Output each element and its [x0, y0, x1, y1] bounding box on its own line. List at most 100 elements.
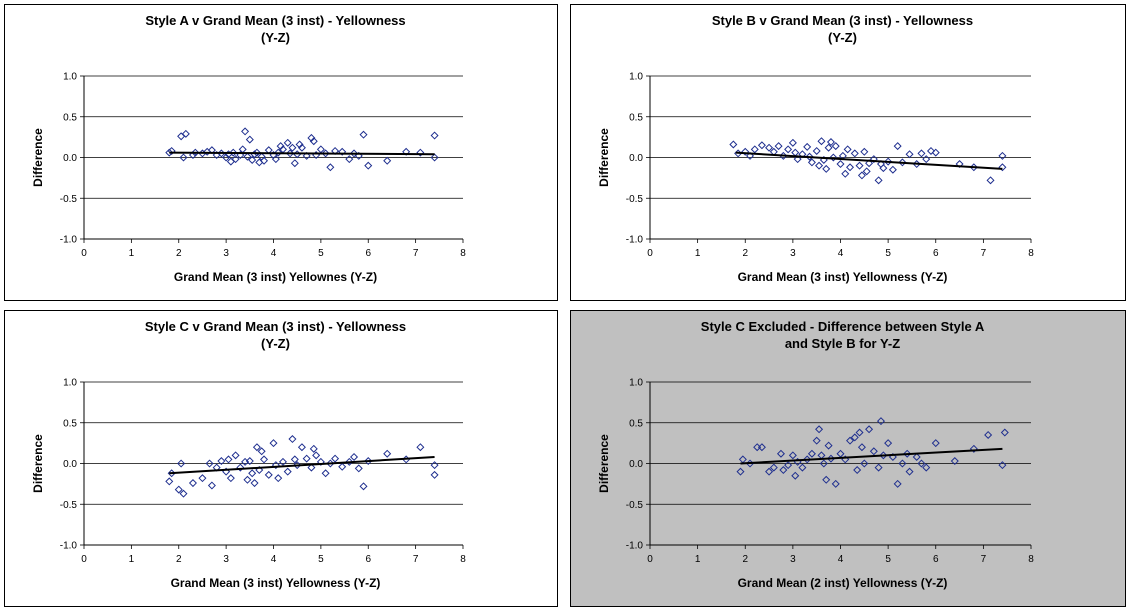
data-point [917, 149, 926, 158]
x-tick-label: 7 [981, 554, 987, 565]
data-point [791, 148, 800, 157]
data-point [309, 137, 318, 146]
data-point [757, 141, 766, 150]
data-point [338, 147, 347, 156]
data-point [750, 145, 759, 154]
data-point [917, 459, 926, 468]
data-point [753, 443, 762, 452]
data-point [250, 479, 259, 488]
data-point [807, 158, 816, 167]
data-point [817, 451, 826, 460]
x-tick-label: 1 [695, 554, 701, 565]
data-point [779, 466, 788, 475]
data-point [893, 142, 902, 151]
data-point [822, 475, 831, 484]
y-axis-label: Difference [597, 434, 611, 493]
data-point [430, 470, 439, 479]
data-point [788, 451, 797, 460]
data-point [850, 149, 859, 158]
data-point [402, 147, 411, 156]
chart-title: (Y-Z) [261, 336, 290, 351]
x-tick-label: 7 [413, 554, 419, 565]
chart-svg: Style B v Grand Mean (3 inst) - Yellowne… [597, 13, 1034, 284]
data-point [888, 165, 897, 174]
data-point [931, 148, 940, 157]
data-point [174, 485, 183, 494]
data-point [283, 467, 292, 476]
data-point [865, 425, 874, 434]
data-point [217, 457, 226, 466]
data-point [807, 449, 816, 458]
x-tick-label: 3 [223, 248, 229, 259]
data-point [869, 447, 878, 456]
y-tick-label: 1.0 [629, 378, 643, 389]
data-point [302, 454, 311, 463]
data-point [898, 459, 907, 468]
y-tick-label: -1.0 [60, 541, 78, 552]
data-point [430, 153, 439, 162]
data-point [205, 459, 214, 468]
data-point [853, 466, 862, 475]
y-tick-label: -0.5 [626, 194, 644, 205]
chart-title: Style C Excluded - Difference between St… [701, 319, 985, 334]
data-point [950, 457, 959, 466]
x-tick-label: 5 [318, 554, 324, 565]
x-axis-label: Grand Mean (3 inst) Yellowness (Y-Z) [171, 576, 381, 590]
data-point [338, 462, 347, 471]
data-point [869, 155, 878, 164]
chart-svg: Style C v Grand Mean (3 inst) - Yellowne… [31, 319, 466, 590]
data-point [879, 451, 888, 460]
data-point [850, 433, 859, 442]
data-point [736, 467, 745, 476]
data-point [879, 164, 888, 173]
chart-panel-style-b: Style B v Grand Mean (3 inst) - Yellowne… [570, 4, 1126, 301]
data-point [757, 443, 766, 452]
data-point [316, 145, 325, 154]
data-point [815, 161, 824, 170]
chart-title: Style C v Grand Mean (3 inst) - Yellowne… [145, 319, 406, 334]
data-point [243, 152, 252, 161]
data-point [191, 148, 200, 157]
data-point [922, 155, 931, 164]
data-point [903, 449, 912, 458]
x-tick-label: 4 [838, 554, 844, 565]
data-point [245, 457, 254, 466]
data-point [359, 130, 368, 139]
x-tick-label: 8 [1028, 554, 1034, 565]
data-point [165, 148, 174, 157]
y-axis-label: Difference [31, 128, 45, 187]
data-point [297, 443, 306, 452]
data-point [865, 159, 874, 168]
data-point [364, 161, 373, 170]
data-point [312, 451, 321, 460]
x-tick-label: 8 [460, 554, 466, 565]
data-point [793, 155, 802, 164]
data-point [278, 457, 287, 466]
y-tick-label: -1.0 [60, 235, 78, 246]
data-point [430, 131, 439, 140]
data-point [248, 155, 257, 164]
data-point [824, 143, 833, 152]
data-point [260, 455, 269, 464]
x-tick-label: 2 [176, 248, 182, 259]
data-point [307, 133, 316, 142]
data-point [812, 436, 821, 445]
x-tick-label: 5 [885, 248, 891, 259]
data-point [846, 436, 855, 445]
data-point [188, 479, 197, 488]
data-point [248, 469, 257, 478]
trendline [169, 151, 435, 156]
data-point [831, 142, 840, 151]
data-point [746, 151, 755, 160]
data-point [181, 129, 190, 138]
data-point [188, 151, 197, 160]
data-point [167, 146, 176, 155]
data-point [383, 156, 392, 165]
data-point [931, 439, 940, 448]
data-point [290, 455, 299, 464]
data-point [817, 137, 826, 146]
data-point [829, 153, 838, 162]
data-point [177, 132, 186, 141]
data-point [955, 160, 964, 169]
data-point [857, 443, 866, 452]
